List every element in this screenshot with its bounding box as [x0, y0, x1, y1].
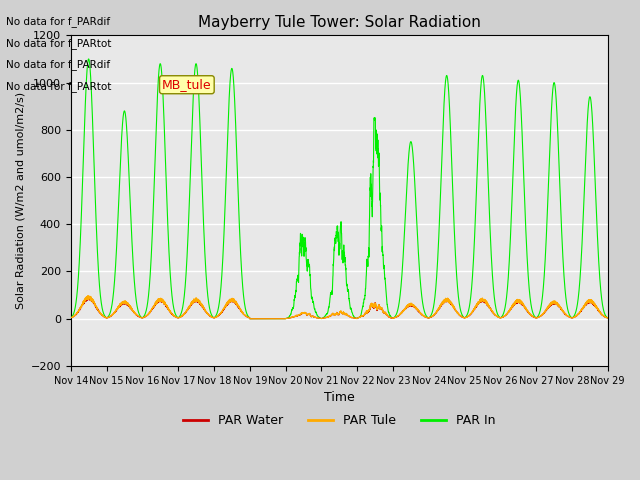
Legend: PAR Water, PAR Tule, PAR In: PAR Water, PAR Tule, PAR In	[178, 409, 500, 432]
Text: No data for f_PARdif: No data for f_PARdif	[6, 59, 111, 70]
Text: No data for f_PARtot: No data for f_PARtot	[6, 37, 112, 48]
Text: No data for f_PARdif: No data for f_PARdif	[6, 16, 111, 27]
X-axis label: Time: Time	[324, 391, 355, 404]
Title: Mayberry Tule Tower: Solar Radiation: Mayberry Tule Tower: Solar Radiation	[198, 15, 481, 30]
Y-axis label: Solar Radiation (W/m2 and umol/m2/s): Solar Radiation (W/m2 and umol/m2/s)	[15, 92, 25, 309]
Text: No data for f_PARtot: No data for f_PARtot	[6, 81, 112, 92]
Text: MB_tule: MB_tule	[162, 78, 212, 91]
